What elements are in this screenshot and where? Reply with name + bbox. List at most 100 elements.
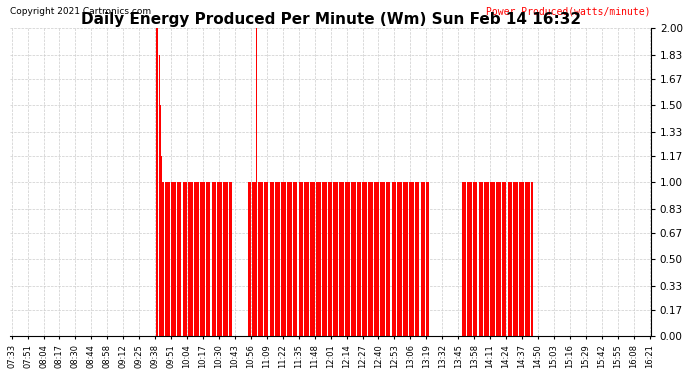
Bar [400, 182, 401, 336]
Bar [179, 182, 180, 336]
Bar [252, 182, 253, 336]
Bar [209, 182, 210, 336]
Bar [477, 182, 478, 336]
Bar [492, 182, 493, 336]
Bar [521, 182, 522, 336]
Bar [305, 182, 306, 336]
Bar [366, 182, 367, 336]
Bar [250, 182, 251, 336]
Bar [307, 182, 308, 336]
Bar [387, 182, 388, 336]
Bar [326, 182, 328, 336]
Bar [393, 182, 394, 336]
Bar [265, 182, 266, 336]
Bar [302, 182, 304, 336]
Bar [475, 182, 476, 336]
Bar [373, 182, 375, 336]
Bar [278, 182, 279, 336]
Bar [210, 182, 211, 336]
Bar [306, 182, 307, 336]
Bar [264, 182, 265, 336]
Bar [481, 182, 482, 336]
Bar [281, 182, 282, 336]
Bar [353, 182, 354, 336]
Bar [173, 182, 174, 336]
Bar [310, 182, 312, 336]
Bar [378, 182, 380, 336]
Bar [377, 182, 378, 336]
Bar [480, 182, 481, 336]
Bar [394, 182, 395, 336]
Bar [268, 182, 270, 336]
Title: Daily Energy Produced Per Minute (Wm) Sun Feb 14 16:32: Daily Energy Produced Per Minute (Wm) Su… [81, 12, 581, 27]
Bar [527, 182, 528, 336]
Bar [363, 182, 364, 336]
Bar [279, 182, 280, 336]
Bar [202, 182, 203, 336]
Bar [514, 182, 515, 336]
Bar [464, 182, 465, 336]
Bar [226, 182, 227, 336]
Bar [375, 182, 376, 336]
Bar [178, 182, 179, 336]
Bar [342, 182, 343, 336]
Bar [380, 182, 381, 336]
Text: Copyright 2021 Cartronics.com: Copyright 2021 Cartronics.com [10, 7, 152, 16]
Bar [506, 182, 507, 336]
Bar [167, 182, 168, 336]
Bar [529, 182, 531, 336]
Bar [330, 182, 331, 336]
Bar [500, 182, 502, 336]
Bar [191, 182, 192, 336]
Bar [371, 182, 372, 336]
Bar [418, 182, 420, 336]
Bar [170, 182, 172, 336]
Bar [417, 182, 418, 336]
Bar [337, 182, 338, 336]
Bar [271, 182, 272, 336]
Bar [195, 182, 196, 336]
Bar [313, 182, 314, 336]
Bar [519, 182, 520, 336]
Bar [190, 182, 191, 336]
Bar [160, 105, 161, 336]
Bar [273, 182, 275, 336]
Bar [522, 182, 523, 336]
Bar [288, 182, 289, 336]
Bar [208, 182, 209, 336]
Bar [282, 182, 283, 336]
Bar [355, 182, 357, 336]
Bar [323, 182, 324, 336]
Bar [468, 182, 469, 336]
Bar [462, 182, 463, 336]
Bar [399, 182, 400, 336]
Bar [524, 182, 526, 336]
Bar [180, 182, 181, 336]
Bar [213, 182, 214, 336]
Bar [254, 182, 255, 336]
Bar [526, 182, 527, 336]
Bar [359, 182, 360, 336]
Bar [487, 182, 488, 336]
Bar [421, 182, 422, 336]
Bar [520, 182, 521, 336]
Bar [215, 182, 216, 336]
Bar [225, 182, 226, 336]
Bar [276, 182, 277, 336]
Bar [490, 182, 491, 336]
Bar [381, 182, 382, 336]
Text: Power Produced(watts/minute): Power Produced(watts/minute) [486, 6, 651, 16]
Bar [224, 182, 225, 336]
Bar [495, 182, 497, 336]
Bar [469, 182, 470, 336]
Bar [257, 182, 259, 336]
Bar [228, 182, 230, 336]
Bar [168, 182, 169, 336]
Bar [162, 182, 163, 336]
Bar [301, 182, 302, 336]
Bar [505, 182, 506, 336]
Bar [272, 182, 273, 336]
Bar [395, 182, 396, 336]
Bar [204, 182, 206, 336]
Bar [296, 182, 297, 336]
